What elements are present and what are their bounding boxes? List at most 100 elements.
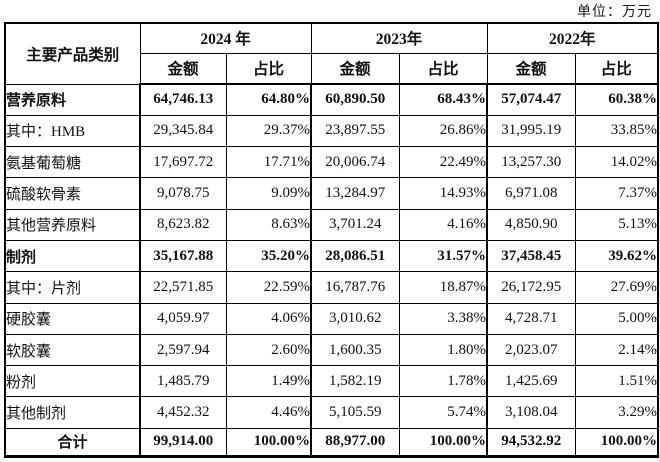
cell-amount: 4,728.71 <box>487 303 576 335</box>
cell-amount: 4,452.32 <box>140 396 227 429</box>
cell-amount: 60,890.50 <box>311 84 400 116</box>
cell-ratio: 100.00% <box>226 428 313 457</box>
header-ratio-2023: 占比 <box>399 53 488 85</box>
cell-amount: 22,571.85 <box>140 271 227 304</box>
cell-ratio: 2.14% <box>575 334 659 367</box>
cell-ratio: 39.62% <box>575 240 659 273</box>
cell-amount: 64,746.13 <box>140 84 227 116</box>
cell-amount: 29,345.84 <box>140 115 227 148</box>
cell-ratio: 9.09% <box>226 177 313 210</box>
cell-ratio: 100.00% <box>399 428 489 457</box>
cell-ratio: 4.16% <box>399 209 489 241</box>
cell-amount: 99,914.00 <box>140 428 227 457</box>
cell-label: 氨基葡萄糖 <box>5 146 141 179</box>
cell-ratio: 7.37% <box>575 177 659 210</box>
cell-ratio: 22.49% <box>399 146 489 179</box>
row-hmb: 其中：HMB 29,345.84 29.37% 23,897.55 26.86%… <box>5 115 659 148</box>
cell-ratio: 3.29% <box>575 396 659 429</box>
cell-amount: 26,172.95 <box>487 271 576 304</box>
cell-amount: 13,257.30 <box>487 146 576 179</box>
cell-amount: 37,458.45 <box>487 240 576 273</box>
header-sub-row: 金额 占比 金额 占比 金额 占比 <box>5 53 659 85</box>
header-year-2023: 2023年 <box>311 23 488 54</box>
cell-amount: 1,425.69 <box>487 365 576 398</box>
cell-amount: 13,284.97 <box>311 177 400 210</box>
row-total: 合计 99,914.00 100.00% 88,977.00 100.00% 9… <box>5 428 658 457</box>
header-year-2024: 2024 年 <box>140 23 312 54</box>
row-other-preparations: 其他制剂 4,452.32 4.46% 5,105.59 5.74% 3,108… <box>5 396 659 429</box>
cell-ratio: 35.20% <box>226 240 313 273</box>
cell-ratio: 1.49% <box>226 365 313 398</box>
row-hard-capsules: 硬胶囊 4,059.97 4.06% 3,010.62 3.38% 4,728.… <box>5 303 659 335</box>
cell-amount: 16,787.76 <box>311 271 400 304</box>
row-chondroitin-sulfate: 硫酸软骨素 9,078.75 9.09% 13,284.97 14.93% 6,… <box>5 177 659 210</box>
cell-ratio: 8.63% <box>226 209 313 241</box>
cell-ratio: 64.80% <box>226 84 313 116</box>
cell-ratio: 4.06% <box>226 303 313 335</box>
cell-ratio: 100.00% <box>600 433 658 450</box>
cell-amount: 2,597.94 <box>140 334 227 367</box>
row-nutrition-materials: 营养原料 64,746.13 64.80% 60,890.50 68.43% 5… <box>5 84 659 116</box>
header-amount-2024: 金额 <box>140 53 227 85</box>
cell-ratio: 31.57% <box>399 240 489 273</box>
cell-ratio: 27.69% <box>575 271 659 304</box>
cell-label: 硫酸软骨素 <box>5 177 141 210</box>
cell-amount: 6,971.08 <box>487 177 576 210</box>
cell-label: 其他营养原料 <box>5 209 141 241</box>
cell-amount: 1,485.79 <box>140 365 227 398</box>
cell-amount: 28,086.51 <box>311 240 400 273</box>
header-amount-2022: 金额 <box>487 53 576 85</box>
cell-amount: 4,059.97 <box>140 303 227 335</box>
cell-ratio: 2.60% <box>226 334 313 367</box>
cell-amount: 17,697.72 <box>140 146 227 179</box>
cell-label: 合计 <box>5 428 141 457</box>
cell-label: 营养原料 <box>5 84 141 116</box>
row-preparations: 制剂 35,167.88 35.20% 28,086.51 31.57% 37,… <box>5 240 659 273</box>
cell-amount: 4,850.90 <box>487 209 576 241</box>
cell-amount: 9,078.75 <box>140 177 227 210</box>
cell-ratio: 5.13% <box>575 209 659 241</box>
row-glucosamine: 氨基葡萄糖 17,697.72 17.71% 20,006.74 22.49% … <box>5 146 659 179</box>
cell-ratio: 22.59% <box>226 271 313 304</box>
cell-amount: 20,006.74 <box>311 146 400 179</box>
cell-amount: 3,010.62 <box>311 303 400 335</box>
cell-ratio: 5.00% <box>575 303 659 335</box>
unit-label: 单位：万元 <box>577 5 652 20</box>
cell-label: 其他制剂 <box>5 396 141 429</box>
cell-ratio: 33.85% <box>575 115 659 148</box>
cell-ratio: 29.37% <box>226 115 313 148</box>
cell-amount: 23,897.55 <box>311 115 400 148</box>
cell-amount: 88,977.00 <box>311 428 400 457</box>
cell-amount: 5,105.59 <box>311 396 400 429</box>
row-other-nutrition-materials: 其他营养原料 8,623.82 8.63% 3,701.24 4.16% 4,8… <box>5 209 659 241</box>
cell-amount: 31,995.19 <box>487 115 576 148</box>
cell-amount: 57,074.47 <box>487 84 576 116</box>
cell-ratio: 1.78% <box>399 365 489 398</box>
cell-amount: 94,532.92 <box>487 428 576 457</box>
row-powder: 粉剂 1,485.79 1.49% 1,582.19 1.78% 1,425.6… <box>5 365 659 398</box>
cell-ratio: 17.71% <box>226 146 313 179</box>
cell-amount: 3,701.24 <box>311 209 400 241</box>
header-amount-2023: 金额 <box>311 53 400 85</box>
products-table: 主要产品类别 2024 年 2023年 2022年 金额 占比 金额 占比 金额… <box>4 22 660 458</box>
cell-amount: 3,108.04 <box>487 396 576 429</box>
header-category: 主要产品类别 <box>5 23 141 85</box>
cell-ratio: 18.87% <box>399 271 489 304</box>
cell-ratio: 14.93% <box>399 177 489 210</box>
cell-ratio: 14.02% <box>575 146 659 179</box>
cell-amount: 2,023.07 <box>487 334 576 367</box>
cell-amount: 1,600.35 <box>311 334 400 367</box>
cell-label: 其中：HMB <box>5 115 141 148</box>
cell-label: 其中：片剂 <box>5 271 141 304</box>
row-soft-capsules: 软胶囊 2,597.94 2.60% 1,600.35 1.80% 2,023.… <box>5 334 659 367</box>
cell-ratio: 3.38% <box>399 303 489 335</box>
cell-label: 制剂 <box>5 240 141 273</box>
cell-amount: 35,167.88 <box>140 240 227 273</box>
cell-label: 软胶囊 <box>5 334 141 367</box>
cell-ratio: 26.86% <box>399 115 489 148</box>
cell-amount: 1,582.19 <box>311 365 400 398</box>
cell-ratio: 4.46% <box>226 396 313 429</box>
cell-ratio: 5.74% <box>399 396 489 429</box>
cell-label: 粉剂 <box>5 365 141 398</box>
